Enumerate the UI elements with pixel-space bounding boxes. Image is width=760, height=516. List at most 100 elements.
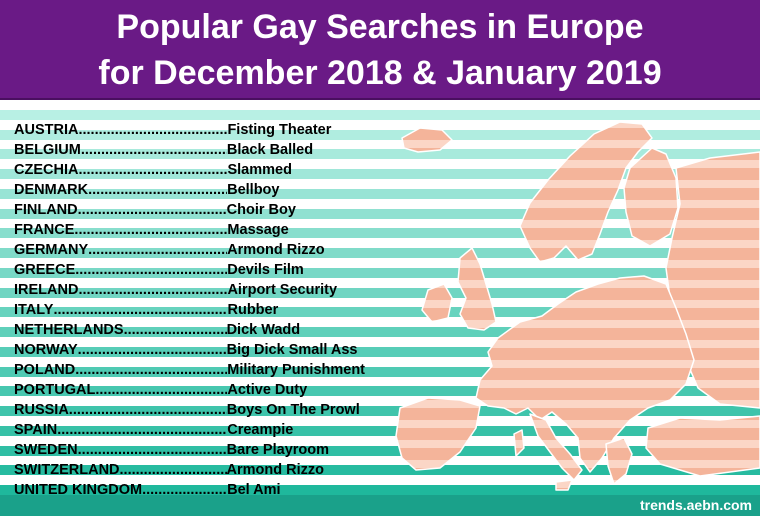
search-term: Big Dick Small Ass [226, 342, 358, 358]
stripe-light [0, 455, 760, 466]
list-item: PORTUGAL................................… [14, 380, 394, 400]
leader-dots: ........................................… [75, 362, 228, 378]
stripe-teal [0, 485, 760, 495]
search-term: Boys On The Prowl [226, 402, 360, 418]
country-name: FRANCE [14, 222, 75, 238]
country-name: IRELAND [14, 282, 79, 298]
stripe-teal [0, 149, 760, 160]
list-item: POLAND..................................… [14, 360, 394, 380]
leader-dots: ........................................… [95, 382, 227, 398]
list-item: NETHERLANDS.............................… [14, 320, 394, 340]
leader-dots: ........................................… [78, 162, 228, 178]
footer-credit: trends.aebn.com [639, 497, 752, 513]
stripe-teal [0, 307, 760, 318]
leader-dots: ........................................… [53, 302, 227, 318]
stripe-teal [0, 109, 760, 120]
leader-dots: ........................................… [78, 122, 228, 138]
stripe-light [0, 179, 760, 189]
search-term: Creampie [227, 422, 294, 438]
country-name: RUSSIA [14, 402, 69, 418]
list-item: SWITZERLAND.............................… [14, 460, 394, 480]
list-item: SWEDEN..................................… [14, 440, 394, 460]
stripe-light [0, 356, 760, 367]
list-item: NORWAY..................................… [14, 340, 394, 360]
search-term: Airport Security [227, 282, 338, 298]
search-term: Slammed [227, 162, 292, 178]
search-term: Military Punishment [227, 362, 366, 378]
footer-bar: trends.aebn.com [0, 495, 760, 516]
search-term: Bel Ami [227, 482, 281, 498]
stripe-light [0, 218, 760, 229]
list-item: GREECE..................................… [14, 260, 394, 280]
country-name: SPAIN [14, 422, 58, 438]
search-term: Armond Rizzo [226, 462, 324, 478]
stripe-light [0, 159, 760, 170]
list-item: RUSSIA..................................… [14, 400, 394, 420]
stripe-light [0, 337, 760, 347]
stripe-light [0, 277, 760, 288]
stripe-teal [0, 129, 760, 140]
leader-dots: ........................................… [77, 442, 227, 458]
leader-dots: ........................................… [57, 422, 227, 438]
stripe-light [0, 119, 760, 130]
country-name: AUSTRIA [14, 122, 79, 138]
stripe-light [0, 475, 760, 486]
search-term: Choir Boy [226, 202, 296, 218]
list-item: SPAIN...................................… [14, 420, 394, 440]
stripe-light [0, 376, 760, 387]
leader-dots: ........................................… [80, 142, 227, 158]
stripe-teal [0, 169, 760, 179]
stripe-light [0, 317, 760, 328]
country-name: PORTUGAL [14, 382, 96, 398]
search-term: Bellboy [227, 182, 280, 198]
list-item: UNITED KINGDOM..........................… [14, 480, 394, 500]
list-item: DENMARK.................................… [14, 180, 394, 200]
leader-dots: ........................................… [88, 182, 228, 198]
country-name: CZECHIA [14, 162, 79, 178]
country-search-list: AUSTRIA.................................… [14, 120, 394, 500]
country-name: SWITZERLAND [14, 462, 120, 478]
country-name: NETHERLANDS [14, 322, 124, 338]
title-banner: Popular Gay Searches in Europe for Decem… [0, 0, 760, 100]
leader-dots: ........................................… [75, 262, 228, 278]
stripe-light [0, 100, 760, 110]
list-item: BELGIUM.................................… [14, 140, 394, 160]
stripe-teal [0, 248, 760, 258]
search-term: Bare Playroom [226, 442, 330, 458]
search-term: Fisting Theater [227, 122, 332, 138]
search-term: Armond Rizzo [227, 242, 325, 258]
list-item: FRANCE..................................… [14, 220, 394, 240]
leader-dots: ........................................… [74, 222, 228, 238]
stripe-teal [0, 465, 760, 476]
country-name: POLAND [14, 362, 76, 378]
stripe-teal [0, 406, 760, 416]
stripe-light [0, 139, 760, 150]
list-item: AUSTRIA.................................… [14, 120, 394, 140]
leader-dots: ........................................… [123, 322, 227, 338]
country-name: NORWAY [14, 342, 78, 358]
stripe-teal [0, 386, 760, 397]
stripe-light [0, 435, 760, 446]
country-name: GERMANY [14, 242, 89, 258]
stripe-light [0, 198, 760, 209]
country-name: FINLAND [14, 202, 78, 218]
stripe-light [0, 258, 760, 268]
country-name: BELGIUM [14, 142, 81, 158]
search-term: Black Balled [226, 142, 314, 158]
stripe-teal [0, 346, 760, 357]
list-item: ITALY...................................… [14, 300, 394, 320]
stripe-light [0, 416, 760, 426]
search-term: Active Duty [227, 382, 308, 398]
leader-dots: ........................................… [88, 242, 228, 258]
stripe-teal [0, 267, 760, 278]
list-item: IRELAND.................................… [14, 280, 394, 300]
europe-map-image [395, 121, 760, 491]
leader-dots: ........................................… [78, 282, 228, 298]
stripe-teal [0, 425, 760, 436]
country-name: DENMARK [14, 182, 89, 198]
stripe-light [0, 396, 760, 407]
leader-dots: ........................................… [77, 202, 227, 218]
striped-background [0, 100, 760, 495]
search-term: Rubber [227, 302, 279, 318]
country-name: UNITED KINGDOM [14, 482, 143, 498]
